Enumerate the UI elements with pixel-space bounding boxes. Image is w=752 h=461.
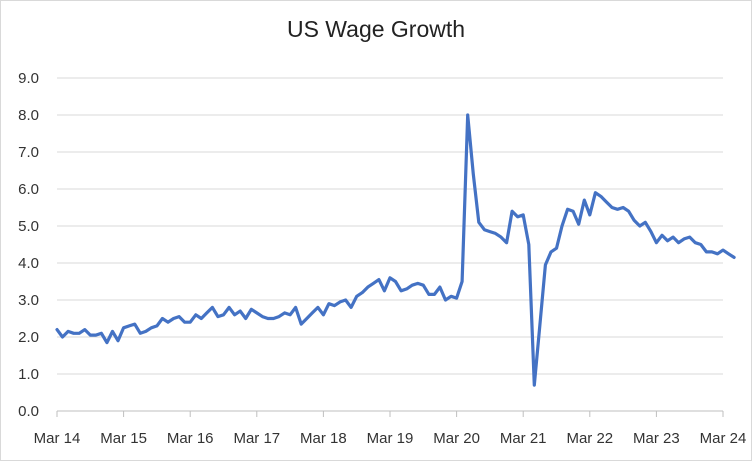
x-axis — [56, 410, 724, 417]
y-tick-label: 7.0 — [18, 144, 39, 161]
y-tick-label: 0.0 — [18, 403, 39, 420]
y-tick-label: 5.0 — [18, 218, 39, 235]
series-line — [55, 113, 736, 387]
x-tick-label: Mar 22 — [566, 430, 613, 447]
chart-title: US Wage Growth — [286, 16, 466, 42]
x-tick-label: Mar 21 — [500, 430, 547, 447]
x-tick-label: Mar 19 — [367, 430, 414, 447]
x-tick-label: Mar 20 — [433, 430, 480, 447]
grid-lines — [57, 77, 723, 375]
x-tick-label: Mar 16 — [167, 430, 214, 447]
y-tick-label: 3.0 — [18, 292, 39, 309]
series-group — [55, 113, 736, 387]
x-tick-label: Mar 23 — [633, 430, 680, 447]
y-tick-label: 6.0 — [18, 181, 39, 198]
y-tick-label: 1.0 — [18, 366, 39, 383]
y-tick-label: 2.0 — [18, 329, 39, 346]
x-tick-label: Mar 15 — [100, 430, 147, 447]
x-tick-label: Mar 18 — [300, 430, 347, 447]
y-tick-label: 4.0 — [18, 255, 39, 272]
x-tick-label: Mar 17 — [233, 430, 280, 447]
x-tick-label: Mar 14 — [34, 430, 81, 447]
y-tick-label: 9.0 — [18, 70, 39, 87]
y-tick-label: 8.0 — [18, 107, 39, 124]
x-axis-tick-labels: Mar 14 Mar 15 Mar 16 Mar 17 Mar 18 Mar 19 Mar … — [34, 430, 747, 447]
x-tick-label: Mar 24 — [700, 430, 747, 447]
y-axis-tick-labels: 0.0 1.0 2.0 3.0 4.0 5.0 6.0 7.0 8.0 9.0 — [18, 70, 39, 420]
